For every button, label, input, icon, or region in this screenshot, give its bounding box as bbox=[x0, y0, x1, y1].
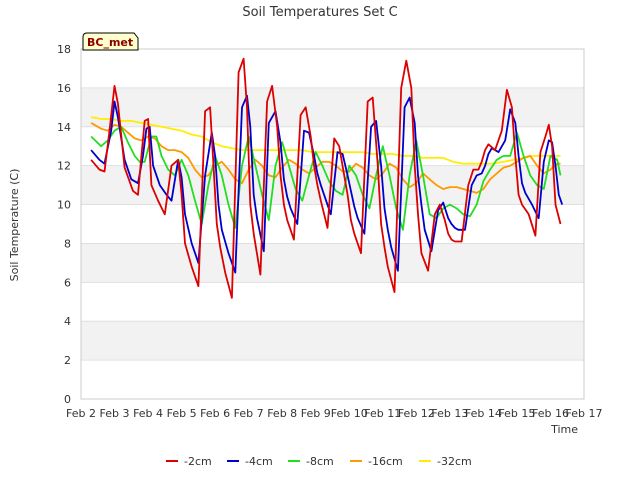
y-tick-label: 8 bbox=[64, 237, 71, 250]
x-tick-label: Feb 14 bbox=[465, 407, 502, 420]
grid-band bbox=[81, 243, 584, 283]
grid-band bbox=[81, 360, 584, 399]
y-tick-label: 12 bbox=[57, 160, 71, 173]
series-line-8cm bbox=[90, 125, 562, 231]
x-tick-label: Feb 5 bbox=[167, 407, 197, 420]
grid-band bbox=[81, 49, 584, 88]
grid-band bbox=[81, 87, 584, 127]
y-tick-label: 18 bbox=[57, 43, 71, 56]
x-tick-label: Feb 15 bbox=[498, 407, 535, 420]
x-tick-label: Feb 2 bbox=[66, 407, 96, 420]
legend-entry-label: -4cm bbox=[245, 455, 273, 468]
y-tick-label: 10 bbox=[57, 199, 71, 212]
legend-entry-label: -8cm bbox=[306, 455, 334, 468]
x-tick-label: Feb 16 bbox=[532, 407, 569, 420]
grid-bands bbox=[81, 49, 584, 400]
x-tick-label: Feb 17 bbox=[566, 407, 603, 420]
series-line-2cm bbox=[90, 57, 562, 299]
series-lines bbox=[90, 57, 564, 299]
y-tick-label: 4 bbox=[64, 315, 71, 328]
x-tick-label: Feb 10 bbox=[331, 407, 368, 420]
station-badge: BC_met bbox=[82, 32, 139, 51]
y-tick-label: 16 bbox=[57, 82, 71, 95]
y-tick-label: 14 bbox=[57, 121, 71, 134]
x-tick-label: Feb 7 bbox=[234, 407, 264, 420]
x-axis-ticks: Feb 2 Feb 3 Feb 4 Feb 5 Feb 6 Feb 7 Feb 8 Feb 9… bbox=[66, 407, 602, 420]
x-tick-label: Feb 6 bbox=[200, 407, 230, 420]
x-tick-label: Feb 3 bbox=[100, 407, 130, 420]
chart-title: Soil Temperatures Set C bbox=[242, 5, 397, 20]
y-tick-label: 2 bbox=[64, 354, 71, 367]
grid-band bbox=[81, 321, 584, 361]
y-tick-label: 6 bbox=[64, 276, 71, 289]
station-badge-label: BC_met bbox=[87, 36, 133, 49]
x-tick-label: Feb 11 bbox=[364, 407, 401, 420]
legend-entry-label: -16cm bbox=[368, 455, 403, 468]
x-tick-label: Feb 4 bbox=[133, 407, 163, 420]
plot-frame bbox=[80, 48, 585, 400]
y-axis-label: Soil Temperature (C) bbox=[8, 169, 21, 282]
grid-band bbox=[81, 282, 584, 322]
x-tick-label: Feb 12 bbox=[398, 407, 435, 420]
x-axis-label: Time bbox=[550, 423, 578, 436]
y-axis-ticks: 0 2 4 6 8 10 12 14 16 18 bbox=[57, 43, 71, 406]
legend-entry-label: -2cm bbox=[184, 455, 212, 468]
station-badge-box bbox=[82, 32, 139, 51]
y-tick-label: 0 bbox=[64, 393, 71, 406]
grid-band bbox=[81, 204, 584, 244]
x-tick-label: Feb 9 bbox=[301, 407, 331, 420]
series-line-16cm bbox=[90, 122, 561, 194]
x-tick-label: Feb 13 bbox=[431, 407, 468, 420]
legend: -2cm -4cm -8cm -16cm -32cm bbox=[166, 455, 472, 468]
x-tick-label: Feb 8 bbox=[267, 407, 297, 420]
legend-entry-label: -32cm bbox=[437, 455, 472, 468]
